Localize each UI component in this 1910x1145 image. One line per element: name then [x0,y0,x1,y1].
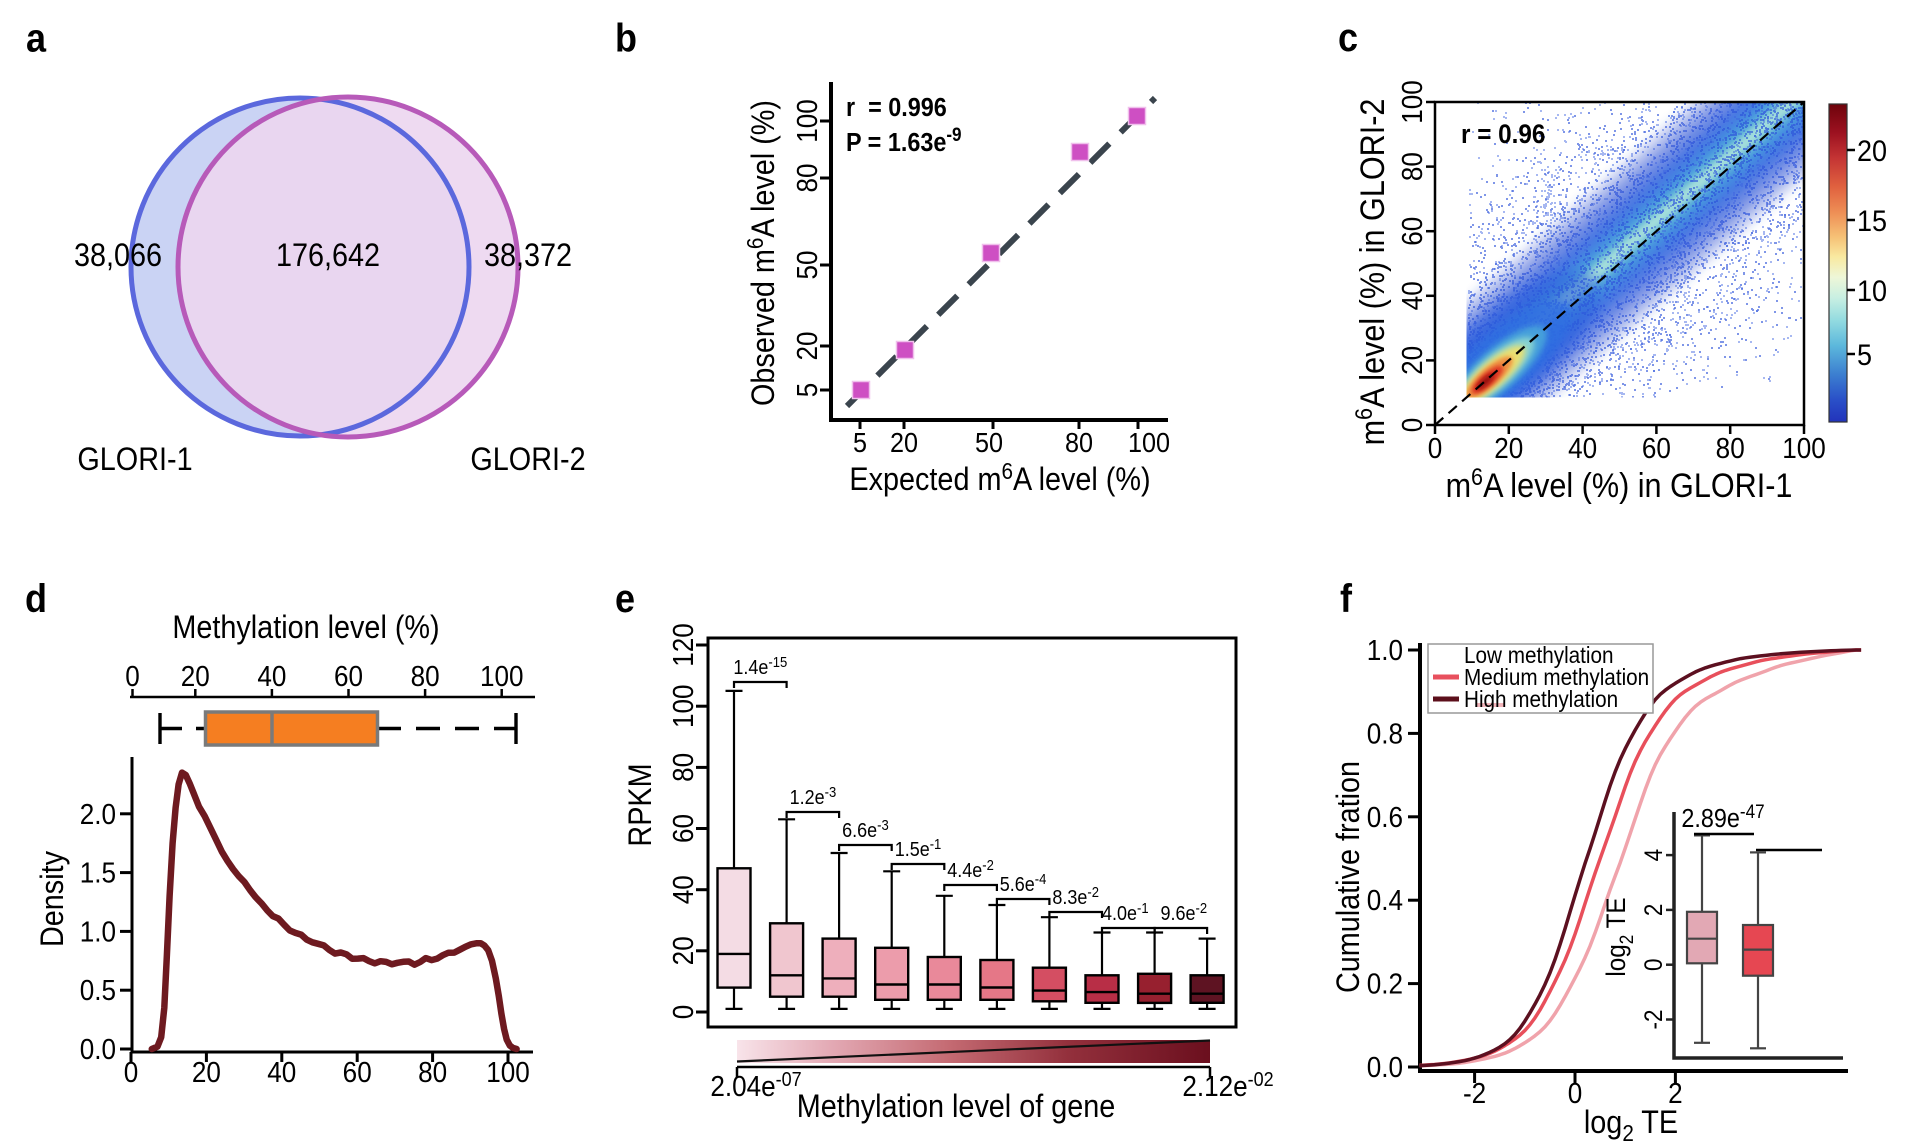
svg-text:2: 2 [1668,1077,1683,1110]
svg-text:2.0: 2.0 [80,798,116,831]
svg-text:m6A level (%) in GLORI-2: m6A level (%) in GLORI-2 [1350,99,1391,446]
svg-text:Expected m6A level (%): Expected m6A level (%) [849,458,1150,497]
svg-text:80: 80 [1065,427,1093,459]
svg-text:0: 0 [125,660,140,693]
svg-text:0.2: 0.2 [1367,967,1403,1000]
svg-text:0: 0 [667,1005,700,1020]
svg-text:r = 0.96: r = 0.96 [1461,120,1545,149]
svg-text:5: 5 [1857,339,1872,373]
svg-text:20: 20 [667,936,700,965]
svg-text:60: 60 [667,814,700,843]
svg-text:0.5: 0.5 [80,974,116,1007]
svg-text:Cumulative fration: Cumulative fration [1331,761,1367,993]
svg-text:m6A level (%) in GLORI-1: m6A level (%) in GLORI-1 [1446,463,1793,504]
svg-text:40: 40 [257,660,286,693]
svg-text:60: 60 [334,660,363,693]
svg-text:Low methylation: Low methylation [1464,642,1614,668]
svg-text:80: 80 [667,753,700,782]
svg-text:-2: -2 [1463,1077,1486,1110]
svg-text:e: e [615,577,635,621]
svg-text:100: 100 [480,660,524,693]
svg-text:20: 20 [890,427,918,459]
svg-text:0: 0 [1396,418,1429,433]
svg-text:15: 15 [1857,205,1887,239]
svg-text:1.4e-15: 1.4e-15 [733,654,787,679]
svg-text:50: 50 [791,250,824,279]
svg-text:80: 80 [791,163,824,192]
svg-text:38,372: 38,372 [484,238,572,274]
svg-text:f: f [1340,577,1352,621]
svg-text:120: 120 [667,623,700,667]
svg-text:38,066: 38,066 [74,238,162,274]
svg-text:0.8: 0.8 [1367,717,1403,750]
svg-text:20: 20 [1857,135,1887,169]
svg-text:80: 80 [1716,432,1745,465]
svg-text:0.4: 0.4 [1367,884,1403,917]
svg-text:1.0: 1.0 [80,915,116,948]
svg-text:100: 100 [667,684,700,728]
svg-text:80: 80 [411,660,440,693]
svg-text:100: 100 [1396,80,1429,124]
svg-text:0: 0 [1640,958,1668,971]
svg-text:d: d [25,577,47,621]
svg-text:20: 20 [1396,346,1429,375]
svg-text:c: c [1338,16,1358,60]
svg-text:b: b [615,17,637,61]
svg-text:50: 50 [975,427,1003,459]
svg-text:Medium methylation: Medium methylation [1464,664,1649,690]
svg-text:-2: -2 [1640,1009,1668,1029]
svg-text:176,642: 176,642 [276,238,380,274]
svg-text:Methylation level of gene: Methylation level of gene [797,1089,1116,1125]
svg-text:r = 0.996: r = 0.996 [846,94,947,122]
svg-text:60: 60 [1396,217,1429,246]
svg-text:RPKM: RPKM [623,763,659,846]
svg-text:Observed m6A level (%): Observed m6A level (%) [742,100,781,406]
svg-text:20: 20 [181,660,210,693]
svg-text:10: 10 [1857,275,1887,309]
svg-text:a: a [26,17,47,61]
svg-text:80: 80 [1396,152,1429,181]
svg-text:0.6: 0.6 [1367,801,1403,834]
svg-text:40: 40 [1568,432,1597,465]
svg-text:0.0: 0.0 [1367,1051,1403,1084]
svg-text:40: 40 [667,875,700,904]
svg-text:60: 60 [343,1056,372,1089]
svg-text:5: 5 [853,427,867,459]
svg-text:60: 60 [1642,432,1671,465]
svg-text:20: 20 [192,1056,221,1089]
svg-text:20: 20 [791,331,824,360]
svg-text:Methylation level (%): Methylation level (%) [172,610,439,646]
svg-text:Density: Density [35,850,71,947]
svg-text:80: 80 [418,1056,447,1089]
svg-text:2: 2 [1640,904,1668,917]
svg-text:100: 100 [791,99,824,143]
svg-text:1.0: 1.0 [1367,634,1403,667]
svg-text:20: 20 [1494,432,1523,465]
svg-text:0: 0 [124,1056,139,1089]
svg-text:GLORI-1: GLORI-1 [77,442,192,478]
svg-text:40: 40 [267,1056,296,1089]
svg-text:P = 1.63e-9: P = 1.63e-9 [846,124,962,157]
svg-text:0: 0 [1428,432,1443,465]
svg-text:40: 40 [1396,281,1429,310]
svg-text:1.5: 1.5 [80,856,116,889]
svg-text:100: 100 [486,1056,530,1089]
svg-text:High methylation: High methylation [1464,686,1618,712]
svg-text:4: 4 [1640,849,1668,862]
svg-text:0: 0 [1568,1077,1583,1110]
svg-text:100: 100 [1782,432,1826,465]
svg-text:5: 5 [791,383,824,398]
svg-text:100: 100 [1128,427,1170,459]
svg-text:0.0: 0.0 [80,1033,116,1066]
svg-text:GLORI-2: GLORI-2 [470,442,585,478]
